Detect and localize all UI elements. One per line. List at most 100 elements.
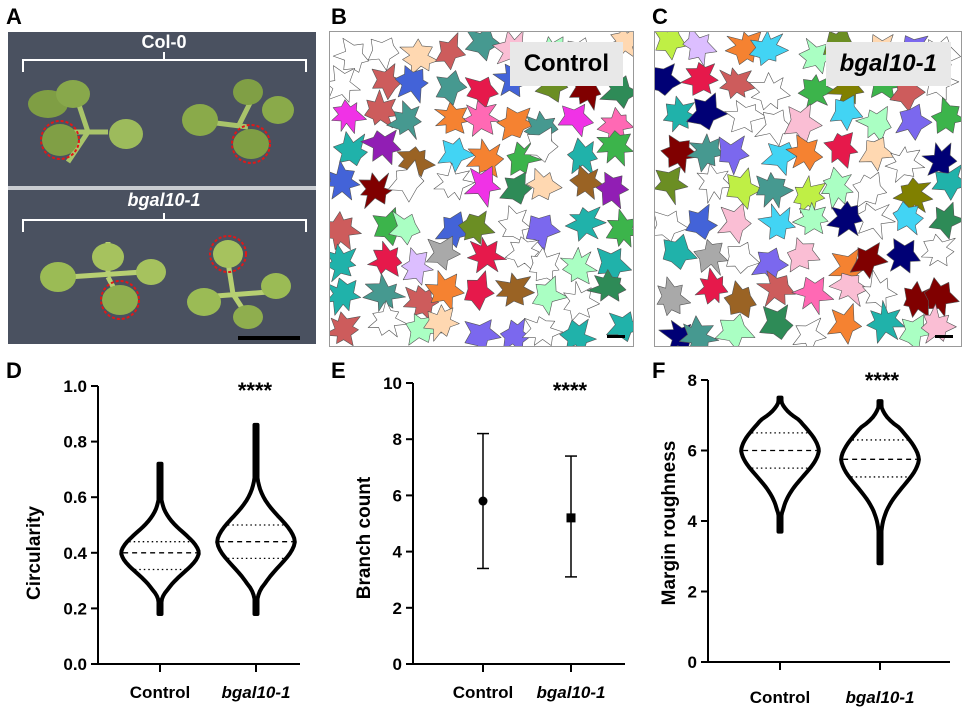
y-tick-label: 0 (688, 653, 697, 672)
pavement-cell (693, 239, 729, 276)
pavement-cell (792, 202, 829, 235)
y-tick-label: 0 (393, 655, 402, 674)
pavement-cell (332, 37, 369, 73)
pavement-cell (892, 177, 934, 216)
pavement-cell (884, 146, 926, 183)
pavement-cell (899, 314, 931, 346)
pavement-cell (696, 163, 733, 204)
pavement-cell (532, 275, 569, 316)
seedling-bgal-left (40, 242, 166, 320)
pavement-cell (784, 103, 823, 145)
pavement-cell (748, 72, 791, 111)
x-tick-label-control: Control (750, 688, 810, 707)
pavement-cell (360, 129, 402, 165)
pavement-cell (331, 99, 367, 134)
panel-label-f: F (652, 358, 666, 383)
pavement-cell (656, 276, 691, 316)
pavement-cell (793, 175, 826, 214)
pavement-cell (852, 172, 887, 208)
y-tick-label: 6 (688, 442, 697, 461)
pavement-cell (496, 106, 536, 141)
pavement-cell (498, 205, 532, 244)
y-tick-label: 10 (383, 374, 402, 393)
pavement-cell (465, 32, 501, 62)
pavement-cell (931, 164, 961, 201)
pavement-cell (931, 96, 961, 134)
pavement-cell (435, 32, 466, 71)
pavement-cell (330, 211, 362, 250)
pavement-cell (920, 303, 957, 344)
pavement-cell (606, 311, 633, 342)
pavement-cell (560, 247, 598, 285)
branch-count-errorbar-chart: Branch count **** Control bgal10-1 0 2 4 6 8… (354, 374, 625, 702)
violin-shape (215, 422, 297, 616)
pavement-cell (499, 172, 533, 205)
y-tick-label: 4 (688, 512, 698, 531)
pavement-cell (792, 317, 827, 346)
pavement-cell (686, 92, 729, 131)
pavement-cell (595, 171, 629, 210)
y-tick-label: 0.8 (63, 433, 87, 452)
pavement-cell (367, 37, 400, 71)
pavement-cell (924, 277, 960, 317)
y-axis-title: Circularity (24, 506, 45, 600)
pavement-cell (586, 269, 627, 302)
pavement-cell (791, 277, 835, 315)
pavement-cell (828, 272, 869, 307)
pavement-cell (660, 134, 701, 174)
y-tick-label: 0.2 (63, 599, 87, 618)
y-tick-label: 2 (688, 583, 697, 602)
pavement-cell (371, 63, 404, 100)
pavement-cell (821, 166, 854, 210)
y-tick-label: 8 (688, 371, 697, 390)
pavement-cell (855, 106, 892, 143)
pavement-cell (718, 135, 750, 176)
pavement-cell (362, 273, 406, 312)
pavement-cell (892, 201, 924, 236)
pavement-cell (559, 318, 597, 346)
pavement-cell (505, 236, 540, 272)
pavement-cell (921, 142, 958, 176)
pavement-cell (523, 126, 559, 163)
x-tick-label-mutant: bgal10-1 (222, 683, 291, 702)
pavement-cell (367, 240, 403, 277)
pavement-cell (466, 138, 505, 178)
seedling-photo: Col-0 bgal10-1 (8, 32, 316, 344)
pavement-cell (866, 300, 906, 344)
violin-shape (119, 461, 201, 616)
pavement-cell (526, 168, 563, 200)
pavement-cell (386, 100, 422, 140)
panel-label-d: D (6, 358, 22, 383)
significance-marker: **** (865, 368, 900, 393)
panel-label-c: C (652, 4, 668, 29)
panel-label-b: B (331, 4, 347, 29)
pavement-cell (464, 270, 495, 311)
pavement-cell (596, 130, 633, 167)
pavement-cell (682, 32, 718, 67)
pavement-cell (464, 319, 502, 346)
pavement-cell (761, 142, 798, 176)
pavement-cell (330, 160, 361, 201)
pavement-cell (749, 32, 789, 66)
pavement-cell (719, 67, 757, 99)
pavement-cell (724, 32, 767, 65)
pavement-cell (458, 210, 496, 245)
pavement-cell (717, 203, 752, 244)
panel-label-e: E (331, 358, 346, 383)
pavement-cell (399, 38, 439, 76)
y-tick-label: 0.6 (63, 488, 87, 507)
seedling-col0-right (182, 79, 294, 164)
scale-bar (607, 335, 625, 338)
mean-marker-circle (478, 496, 488, 506)
pavement-cell (754, 109, 795, 147)
pavement-cell (367, 300, 408, 338)
pavement-cell (921, 233, 956, 267)
pavement-cell (655, 210, 689, 242)
y-tick-label: 1.0 (63, 377, 87, 396)
pavement-cell (726, 242, 760, 274)
mean-marker-square (566, 513, 576, 523)
pavement-cell (655, 166, 689, 206)
significance-marker: **** (238, 378, 273, 403)
pavement-cell (467, 237, 507, 274)
x-tick-label-control: Control (453, 683, 513, 702)
